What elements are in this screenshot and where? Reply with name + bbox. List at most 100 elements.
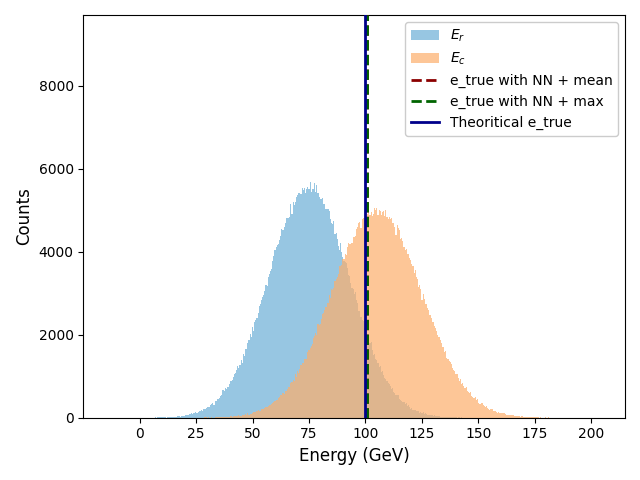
Bar: [264, 408, 266, 418]
Bar: [337, 239, 338, 418]
Bar: [194, 413, 195, 418]
Bar: [235, 416, 236, 418]
Bar: [333, 288, 335, 418]
Bar: [356, 300, 357, 418]
Bar: [305, 193, 306, 418]
Bar: [387, 217, 388, 418]
Bar: [185, 415, 186, 418]
Bar: [340, 266, 341, 418]
Bar: [385, 379, 387, 418]
Bar: [314, 183, 315, 418]
Bar: [298, 193, 300, 418]
Bar: [391, 389, 392, 418]
Bar: [419, 285, 420, 418]
Bar: [461, 384, 462, 418]
Bar: [232, 380, 233, 418]
Bar: [261, 409, 262, 418]
Bar: [223, 417, 225, 418]
Bar: [451, 364, 452, 418]
Bar: [463, 386, 465, 418]
Bar: [260, 411, 261, 418]
Bar: [382, 371, 383, 418]
Bar: [378, 210, 380, 418]
Bar: [341, 265, 342, 418]
Bar: [479, 404, 480, 418]
Bar: [227, 387, 228, 418]
Bar: [243, 354, 244, 418]
Bar: [286, 218, 287, 418]
Bar: [420, 412, 422, 418]
Bar: [372, 350, 373, 418]
Bar: [262, 297, 263, 418]
Bar: [424, 414, 425, 418]
Bar: [434, 415, 435, 418]
Bar: [373, 214, 374, 418]
Bar: [425, 303, 426, 418]
Bar: [449, 417, 450, 418]
Bar: [230, 416, 232, 418]
Bar: [301, 363, 303, 418]
Bar: [514, 416, 515, 418]
Bar: [434, 326, 435, 418]
Bar: [410, 409, 412, 418]
Bar: [422, 412, 424, 418]
Bar: [400, 239, 401, 418]
Bar: [243, 415, 244, 418]
Bar: [225, 417, 226, 418]
Bar: [433, 416, 434, 418]
Bar: [417, 411, 418, 418]
Bar: [269, 406, 270, 418]
Bar: [329, 295, 330, 418]
Bar: [186, 415, 188, 418]
Bar: [296, 197, 297, 418]
Bar: [444, 417, 445, 418]
Bar: [505, 414, 506, 418]
Bar: [520, 417, 521, 418]
Bar: [380, 366, 381, 418]
Bar: [447, 359, 449, 418]
Bar: [193, 413, 194, 418]
Bar: [295, 374, 296, 418]
Bar: [276, 245, 278, 418]
Bar: [403, 402, 404, 418]
Bar: [226, 389, 227, 418]
Bar: [459, 382, 460, 418]
Bar: [342, 260, 344, 418]
Bar: [416, 411, 417, 418]
Bar: [282, 230, 284, 418]
Bar: [291, 382, 292, 418]
Bar: [415, 270, 416, 418]
Bar: [513, 415, 514, 418]
Bar: [325, 209, 326, 418]
Bar: [315, 333, 316, 418]
Bar: [428, 415, 429, 418]
Bar: [357, 303, 358, 418]
Bar: [192, 414, 193, 418]
Bar: [406, 249, 407, 418]
Bar: [217, 399, 218, 418]
Bar: [201, 410, 202, 418]
Bar: [286, 391, 287, 418]
Bar: [365, 222, 366, 418]
Bar: [322, 198, 323, 418]
Bar: [310, 192, 312, 418]
Bar: [325, 307, 326, 418]
Bar: [305, 359, 306, 418]
Bar: [324, 311, 325, 418]
Bar: [354, 294, 355, 418]
Bar: [272, 403, 273, 418]
Bar: [175, 417, 176, 418]
Bar: [248, 340, 250, 418]
Bar: [404, 404, 406, 418]
Bar: [385, 210, 387, 418]
Bar: [315, 192, 316, 418]
Bar: [241, 360, 242, 418]
Bar: [483, 405, 484, 418]
Bar: [502, 413, 503, 418]
Bar: [413, 273, 415, 418]
Bar: [221, 395, 223, 418]
Bar: [340, 243, 341, 418]
Bar: [454, 371, 456, 418]
Bar: [267, 287, 268, 418]
Bar: [216, 401, 217, 418]
